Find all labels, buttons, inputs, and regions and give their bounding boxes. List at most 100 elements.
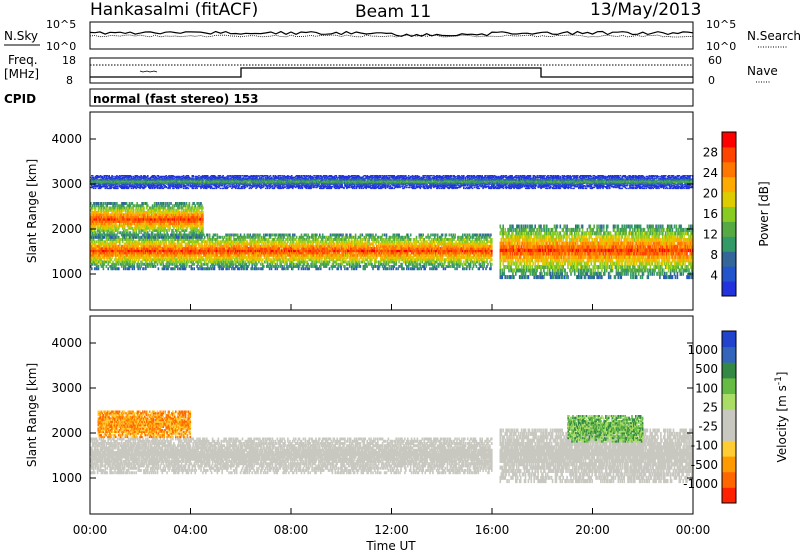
power-cell-3460 [378,240,380,243]
nave-tick-bottom: 0 [708,74,715,87]
freq-line [90,68,693,77]
power-cell-2651 [308,265,310,268]
noise-panel: N.Sky 10^5 10^0 10^5 10^0 N.Search [4,18,800,53]
power-cell-4961 [103,202,105,205]
freq-tick-top: 18 [62,54,76,67]
power-cell-1347 [201,263,203,266]
power-cell-4350 [454,267,456,270]
power-cell-3264 [360,234,362,237]
power-cell-4407 [458,236,460,239]
cpid-label: CPID [4,92,36,106]
power-cell-821 [158,267,160,270]
freq-tick-bottom: 8 [66,74,73,87]
power-cell-3751 [403,267,405,270]
power-cell-3253 [360,265,362,268]
power-cell-1055 [177,265,179,268]
power-cell-4073 [430,234,432,237]
power-cell-3905 [416,236,418,239]
power-cell-640 [143,267,145,270]
power-cell-3461 [378,236,380,239]
power-cell-4739 [487,263,489,266]
power-cell-589 [138,263,140,266]
power-cell-2260 [276,234,278,237]
power-cell-13 [91,267,93,270]
power-cell-4156 [437,234,439,237]
power-cell-2659 [308,236,310,239]
power-cell-2885 [329,267,331,270]
power-cell-2106 [263,265,265,268]
date-title: 13/May/2013 [590,0,702,20]
power-cell-1254 [193,267,195,270]
power-cell-2482 [294,234,296,237]
noise-sky-line [90,32,693,37]
power-cell-3422 [375,265,377,268]
power-cell-4596 [476,265,478,268]
station-title: Hankasalmi (fitACF) [90,0,258,20]
power-cell-4780 [491,258,493,261]
power-cell-3172 [352,240,354,243]
freq-label-1: Freq. [8,53,38,67]
power-cell-2272 [278,265,280,268]
noise-search-line [90,35,693,37]
power-cell-2504 [296,236,298,239]
power-cell-188 [106,265,108,268]
power-cell-2028 [256,267,258,270]
power-cell-3839 [410,234,412,237]
power-cell-3433 [376,261,378,264]
power-cell-2990 [337,263,339,266]
power-cell-1231 [192,267,194,270]
power-cell-4788 [491,238,493,241]
power-cell-85 [96,240,98,243]
cpid-panel: CPID normal (fast stereo) 153 [4,89,693,106]
power-cell-2213 [272,234,274,237]
power-cell-2950 [334,243,336,246]
power-cell-1669 [227,234,229,237]
nave-label: Nave [747,64,778,78]
power-cell-1516 [215,234,217,237]
frequency-panel: Freq. [MHz] 18 8 60 0 Nave [4,53,778,87]
nsearch-tick-bottom: 10^0 [706,40,736,53]
power-cell-788 [155,265,157,268]
nsky-label: N.Sky [4,29,38,43]
power-cell-4053 [429,267,431,270]
power-cell-1572 [220,236,222,239]
power-cell-3382 [371,263,373,266]
power-cell-2099 [262,258,264,261]
power-cell-3838 [410,238,412,241]
power-cell-2157 [267,234,269,237]
nsearch-tick-top: 10^5 [706,18,736,31]
power-cell-1897 [245,236,247,239]
power-cell-2754 [316,234,318,237]
power-cell-1255 [193,263,195,266]
power-cell-97 [98,265,100,268]
power-cell-1538 [217,234,219,237]
power-heatmap-cells [90,175,694,279]
power-cell-4778 [490,234,492,237]
power-cell-2052 [258,267,260,270]
power-cell-1444 [209,234,211,237]
power-cell-1422 [207,234,209,237]
power-cell-2355 [283,234,285,237]
power-cell-2029 [256,263,258,266]
power-cell-3551 [386,234,388,237]
power-cell-3730 [401,263,403,266]
power-cell-3552 [387,267,389,270]
power-cell-4290 [450,265,452,268]
power-cell-4254 [446,234,448,237]
power-cell-4903 [98,202,100,205]
power-cell-1386 [204,236,206,239]
power-cell-3705 [398,234,400,237]
power-cell-3103 [347,267,349,270]
power-cell-3432 [375,234,377,237]
power-cell-4460 [464,267,466,270]
power-cell-3694 [398,265,400,268]
beam-title: Beam 11 [355,2,431,22]
power-cell-3283 [362,234,364,237]
nsearch-label: N.Search [747,29,800,43]
power-cell-3984 [422,234,424,237]
power-cell-3071 [344,265,346,268]
power-cell-2074 [259,234,261,237]
nave-tick-top: 60 [708,54,722,67]
